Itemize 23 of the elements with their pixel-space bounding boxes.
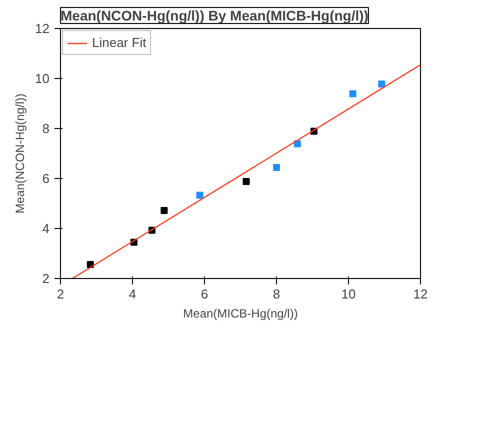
- y-tick-label: 4: [42, 221, 50, 236]
- point: [349, 90, 356, 98]
- point: [196, 192, 204, 199]
- y-tick-label: 10: [35, 71, 50, 86]
- y-tick-label: 2: [42, 271, 50, 286]
- chart-title: Mean(NCON-Hg(ng/l)) By Mean(MICB-Hg(ng/l)): [60, 8, 368, 24]
- x-axis-title: Mean(MICB-Hg(ng/l)): [183, 306, 298, 320]
- y-tick-label: 8: [42, 121, 50, 136]
- point: [273, 164, 280, 171]
- x-tick-label: 12: [413, 286, 428, 302]
- x-tick-label: 6: [200, 286, 208, 302]
- x-tick-label: 4: [128, 286, 136, 302]
- point: [294, 140, 301, 148]
- y-tick-label: 6: [42, 171, 50, 186]
- x-tick-label: 2: [56, 286, 64, 302]
- legend-label: Linear Fit: [92, 35, 146, 50]
- y-axis-title: Mean(NCON-Hg(ng/l)): [13, 93, 28, 214]
- y-tick-label: 12: [35, 21, 50, 36]
- x-tick-label: 10: [341, 286, 356, 302]
- point: [242, 178, 250, 185]
- x-tick-label: 8: [272, 286, 280, 302]
- point: [378, 80, 386, 88]
- point: [160, 207, 168, 214]
